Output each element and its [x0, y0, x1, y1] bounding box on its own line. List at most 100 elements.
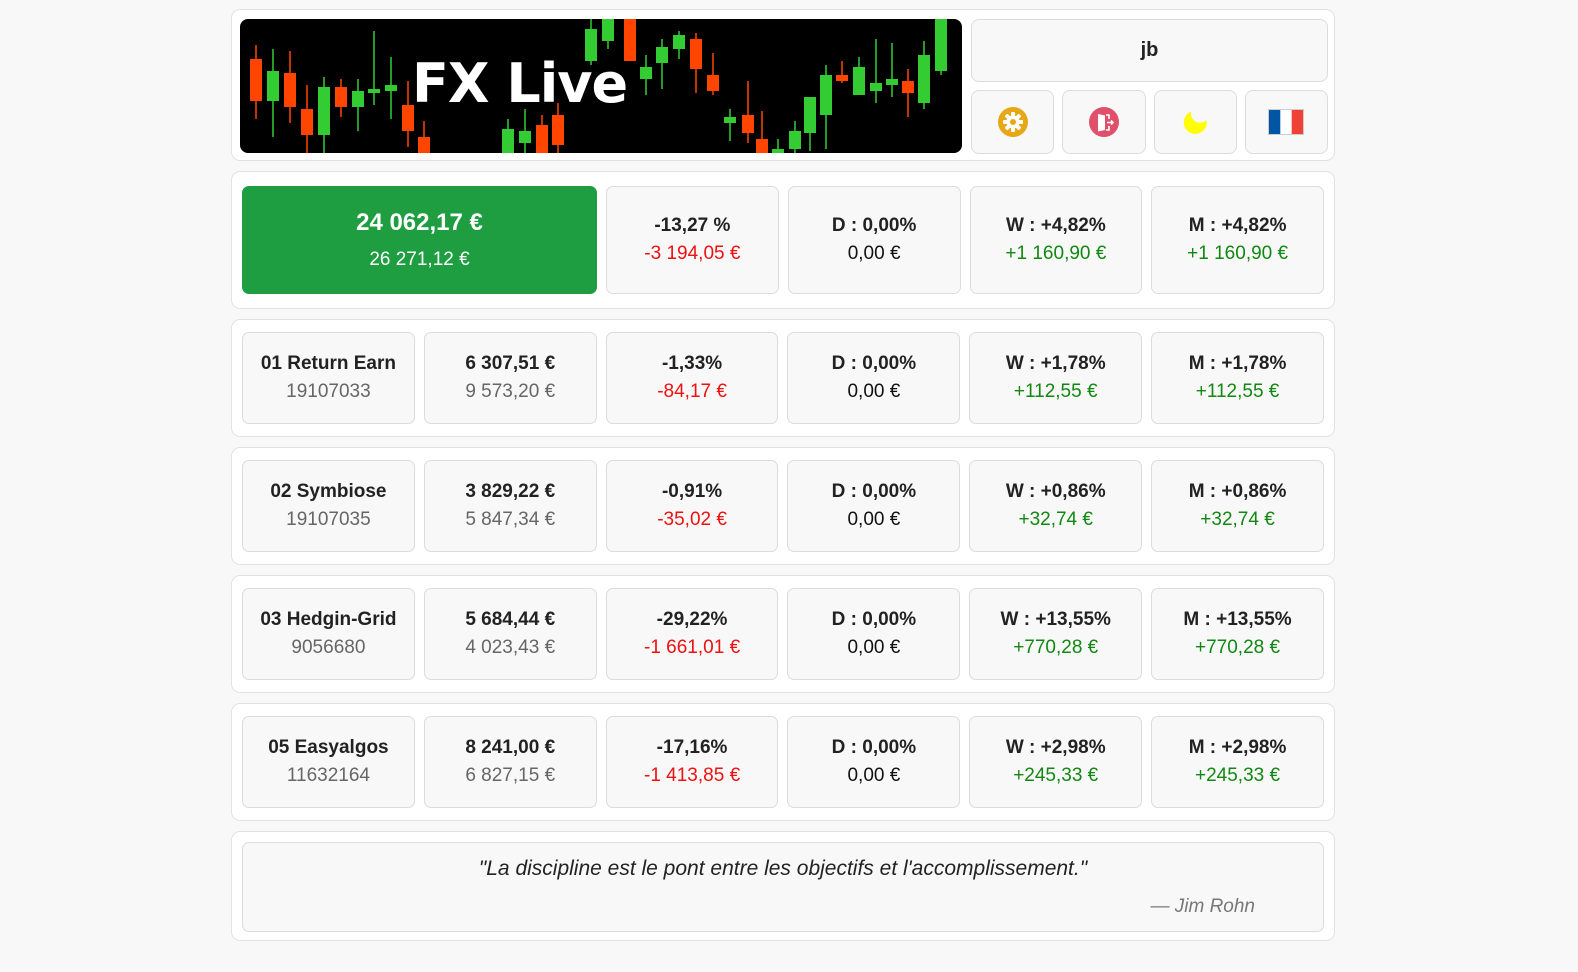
total-balance: 24 062,17 €	[356, 209, 483, 236]
day-amount: 0,00 €	[847, 637, 901, 658]
candlestick-chart-icon	[250, 19, 947, 153]
total-week-card: W : +4,82% +1 160,90 €	[969, 186, 1143, 294]
account-name-card[interactable]: 05 Easyalgos 11632164	[242, 716, 415, 808]
dashboard: FX Live jb	[231, 9, 1335, 941]
account-name-card[interactable]: 01 Return Earn 19107033	[242, 332, 415, 424]
account-balance: 6 307,51 €	[465, 353, 556, 374]
username: jb	[1140, 39, 1159, 61]
quote-author: — Jim Rohn	[1150, 896, 1255, 917]
perf-pct: -0,91%	[661, 481, 723, 502]
day-amount: 0,00 €	[847, 509, 901, 530]
account-row: 03 Hedgin-Grid 9056680 5 684,44 € 4 023,…	[231, 575, 1335, 693]
day-pct: D : 0,00%	[831, 353, 917, 374]
theme-toggle-button[interactable]	[1153, 90, 1237, 154]
month-pct: M : +1,78%	[1188, 353, 1287, 374]
account-number: 11632164	[286, 765, 370, 786]
account-balance-card: 5 684,44 € 4 023,43 €	[423, 588, 597, 680]
banner-title: FX Live	[412, 52, 628, 115]
account-day-card: D : 0,00% 0,00 €	[787, 588, 961, 680]
dark-mode-moon-icon	[1183, 111, 1207, 134]
account-performance-card: -17,16% -1 413,85 €	[605, 716, 779, 808]
account-number: 19107033	[286, 381, 371, 402]
perf-amount: -1 661,01 €	[644, 637, 741, 658]
week-amount: +1 160,90 €	[1005, 243, 1107, 264]
account-deposit: 4 023,43 €	[465, 637, 556, 658]
total-deposit: 26 271,12 €	[369, 249, 470, 270]
total-summary-panel: 24 062,17 € 26 271,12 € -13,27 % -3 194,…	[231, 171, 1335, 309]
settings-button[interactable]	[971, 90, 1055, 154]
month-amount: +770,28 €	[1195, 637, 1281, 658]
account-deposit: 5 847,34 €	[465, 509, 556, 530]
account-month-card: M : +1,78% +112,55 €	[1151, 332, 1324, 424]
month-pct: M : +0,86%	[1188, 481, 1287, 502]
week-pct: W : +4,82%	[1005, 215, 1106, 236]
week-pct: W : +2,98%	[1005, 737, 1106, 758]
total-day-card: D : 0,00% 0,00 €	[787, 186, 961, 294]
account-performance-card: -1,33% -84,17 €	[605, 332, 779, 424]
account-number: 19107035	[286, 509, 371, 530]
username-box[interactable]: jb	[971, 19, 1328, 82]
day-pct: D : 0,00%	[831, 609, 917, 630]
header-panel: FX Live jb	[231, 9, 1335, 161]
account-balance: 5 684,44 €	[465, 609, 556, 630]
account-name: 05 Easyalgos	[268, 737, 389, 758]
account-row: 02 Symbiose 19107035 3 829,22 € 5 847,34…	[231, 447, 1335, 565]
day-amount: 0,00 €	[847, 243, 901, 264]
account-day-card: D : 0,00% 0,00 €	[787, 716, 961, 808]
week-amount: +32,74 €	[1018, 509, 1093, 530]
week-pct: W : +13,55%	[1000, 609, 1111, 630]
account-week-card: W : +1,78% +112,55 €	[969, 332, 1143, 424]
account-balance: 8 241,00 €	[465, 737, 556, 758]
total-month-card: M : +4,82% +1 160,90 €	[1151, 186, 1324, 294]
language-flag-fr-icon	[1268, 109, 1305, 135]
week-pct: W : +0,86%	[1005, 481, 1106, 502]
day-pct: D : 0,00%	[831, 215, 917, 236]
account-row: 01 Return Earn 19107033 6 307,51 € 9 573…	[231, 319, 1335, 437]
account-deposit: 6 827,15 €	[465, 765, 556, 786]
account-day-card: D : 0,00% 0,00 €	[787, 460, 961, 552]
account-balance-card: 3 829,22 € 5 847,34 €	[423, 460, 597, 552]
account-name-card[interactable]: 02 Symbiose 19107035	[242, 460, 415, 552]
perf-pct: -29,22%	[656, 609, 728, 630]
quote-box: "La discipline est le pont entre les obj…	[242, 842, 1324, 932]
header-actions	[971, 90, 1328, 154]
account-performance-card: -0,91% -35,02 €	[605, 460, 779, 552]
month-amount: +245,33 €	[1195, 765, 1281, 786]
quote-text: "La discipline est le pont entre les obj…	[478, 857, 1088, 880]
total-balance-card: 24 062,17 € 26 271,12 €	[242, 186, 597, 294]
account-month-card: M : +2,98% +245,33 €	[1151, 716, 1324, 808]
logout-door-icon	[1088, 107, 1119, 137]
week-pct: W : +1,78%	[1005, 353, 1106, 374]
week-amount: +112,55 €	[1013, 381, 1098, 402]
settings-gear-icon	[997, 107, 1028, 137]
account-name: 03 Hedgin-Grid	[260, 609, 397, 630]
day-pct: D : 0,00%	[831, 737, 917, 758]
month-pct: M : +4,82%	[1188, 215, 1287, 236]
account-name: 02 Symbiose	[270, 481, 387, 502]
day-amount: 0,00 €	[847, 381, 901, 402]
logout-button[interactable]	[1062, 90, 1146, 154]
account-deposit: 9 573,20 €	[465, 381, 556, 402]
account-number: 9056680	[291, 637, 366, 658]
account-month-card: M : +0,86% +32,74 €	[1151, 460, 1324, 552]
perf-pct: -1,33%	[661, 353, 723, 374]
perf-pct: -13,27 %	[654, 215, 731, 236]
account-week-card: W : +2,98% +245,33 €	[969, 716, 1143, 808]
account-name: 01 Return Earn	[260, 353, 396, 374]
perf-amount: -3 194,05 €	[644, 243, 741, 264]
month-amount: +1 160,90 €	[1187, 243, 1289, 264]
day-pct: D : 0,00%	[831, 481, 917, 502]
account-balance-card: 6 307,51 € 9 573,20 €	[423, 332, 597, 424]
account-balance: 3 829,22 €	[465, 481, 556, 502]
perf-amount: -84,17 €	[657, 381, 727, 402]
perf-amount: -1 413,85 €	[644, 765, 741, 786]
day-amount: 0,00 €	[847, 765, 901, 786]
week-amount: +770,28 €	[1013, 637, 1099, 658]
language-button[interactable]	[1244, 90, 1328, 154]
month-amount: +112,55 €	[1195, 381, 1280, 402]
account-name-card[interactable]: 03 Hedgin-Grid 9056680	[242, 588, 415, 680]
account-month-card: M : +13,55% +770,28 €	[1151, 588, 1324, 680]
account-week-card: W : +0,86% +32,74 €	[969, 460, 1143, 552]
perf-amount: -35,02 €	[657, 509, 727, 530]
total-performance-card: -13,27 % -3 194,05 €	[606, 186, 779, 294]
